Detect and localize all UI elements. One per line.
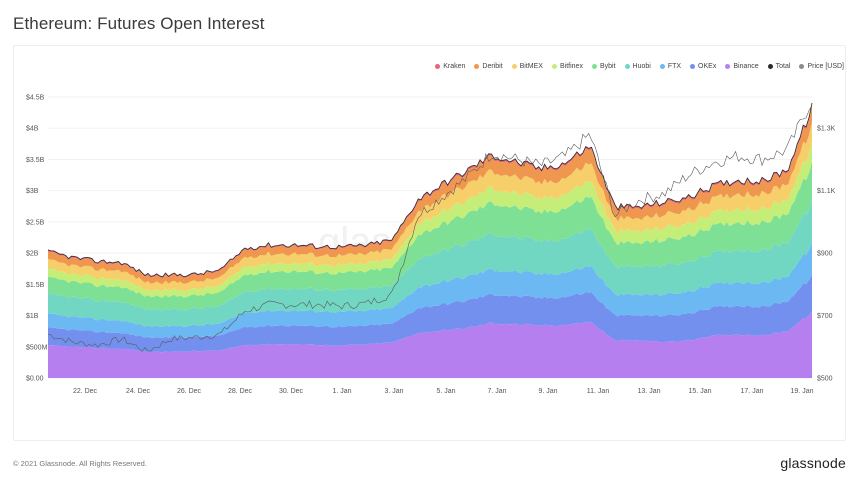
chart-legend: Kraken Deribit BitMEX Bitfinex Bybit Huobi FTX… [435, 63, 844, 70]
legend-item-kraken[interactable]: Kraken [435, 63, 465, 70]
x-tick-label: 22. Dec [73, 388, 98, 395]
glassnode-logo[interactable]: glassnode [780, 455, 846, 471]
area-huobi [48, 199, 812, 328]
legend-dot-icon [690, 64, 696, 69]
legend-dot-icon [591, 64, 597, 69]
legend-item-bitmex[interactable]: BitMEX [511, 63, 543, 70]
x-tick-label: 9. Jan [538, 388, 557, 395]
price-line [47, 105, 813, 352]
x-tick-label: 28. Dec [228, 388, 253, 395]
total-line [47, 102, 813, 278]
y-tick-label: $0.00 [26, 376, 44, 383]
legend-label: FTX [667, 63, 682, 70]
legend-label: BitMEX [519, 63, 543, 70]
y-tick-label: $2B [26, 251, 39, 258]
x-tick-label: 5. Jan [436, 388, 455, 395]
area-bitmex [48, 121, 812, 292]
legend-item-ftx[interactable]: FTX [659, 63, 682, 70]
area-okex [48, 274, 812, 353]
y-tick-label: $500M [26, 344, 48, 351]
x-tick-label: 1. Jan [332, 388, 351, 395]
page-title: Ethereum: Futures Open Interest [13, 14, 265, 33]
legend-dot-icon [551, 64, 557, 69]
y-tick-label: $4B [26, 126, 39, 133]
area-bybit [48, 161, 812, 311]
legend-dot-icon [659, 64, 665, 69]
y-tick-label: $1B [26, 313, 39, 320]
x-tick-label: 11. Jan [587, 388, 610, 395]
y-right-tick-label: $700 [817, 313, 833, 320]
x-tick-label: 30. Dec [279, 388, 304, 395]
y-right-tick-label: $500 [817, 376, 833, 383]
legend-item-okex[interactable]: OKEx [690, 63, 716, 70]
y-right-tick-label: $1.1K [817, 188, 836, 195]
x-tick-label: 26. Dec [177, 388, 202, 395]
y-tick-label: $1.5B [26, 282, 45, 289]
y-right-tick-label: $900 [817, 251, 833, 258]
area-deribit [48, 105, 812, 285]
legend-label: Price [USD] [807, 63, 844, 70]
legend-item-binance[interactable]: Binance [725, 63, 759, 70]
x-axis: 22. Dec 24. Dec 26. Dec 28. Dec 30. Dec 1. Ja… [73, 388, 814, 395]
series-lines [47, 102, 813, 352]
y-axis-right: $500 $700 $900 $1.1K $1.3K [817, 126, 836, 383]
y-tick-label: $3B [26, 188, 39, 195]
y-axis-left: $0.00 $500M $1B $1.5B $2B $2.5B $3B $3.5B $4B $4.… [26, 95, 48, 383]
x-tick-label: 3. Jan [384, 388, 403, 395]
legend-dot-icon [435, 64, 441, 69]
legend-label: Binance [733, 63, 759, 70]
legend-item-bybit[interactable]: Bybit [591, 63, 616, 70]
legend-dot-icon [725, 64, 731, 69]
legend-label: Huobi [632, 63, 651, 70]
x-tick-label: 24. Dec [126, 388, 151, 395]
legend-label: Kraken [443, 63, 466, 70]
stacked-areas [48, 103, 812, 378]
x-tick-label: 13. Jan [638, 388, 661, 395]
legend-dot-icon [767, 64, 773, 69]
x-tick-label: 15. Jan [689, 388, 712, 395]
legend-item-huobi[interactable]: Huobi [624, 63, 651, 70]
legend-item-price-usd[interactable]: Price [USD] [799, 63, 844, 70]
legend-item-bitfinex[interactable]: Bitfinex [551, 63, 583, 70]
legend-item-total[interactable]: Total [767, 63, 791, 70]
y-tick-label: $4.5B [26, 95, 45, 102]
y-tick-label: $3.5B [26, 157, 45, 164]
area-ftx [48, 242, 812, 339]
copyright-text: © 2021 Glassnode. All Rights Reserved. [13, 459, 147, 468]
legend-label: Bitfinex [559, 63, 583, 70]
legend-dot-icon [624, 64, 630, 69]
legend-dot-icon [474, 64, 480, 69]
legend-label: Total [775, 63, 791, 70]
area-binance [48, 311, 812, 378]
area-bitfinex [48, 142, 812, 298]
legend-label: Bybit [599, 63, 616, 70]
y-right-tick-label: $1.3K [817, 126, 836, 133]
x-tick-label: 17. Jan [741, 388, 764, 395]
legend-dot-icon [799, 64, 805, 69]
legend-dot-icon [511, 64, 517, 69]
x-tick-label: 7. Jan [487, 388, 506, 395]
x-tick-label: 19. Jan [791, 388, 814, 395]
legend-label: Deribit [482, 63, 503, 70]
legend-label: OKEx [698, 63, 717, 70]
legend-item-deribit[interactable]: Deribit [474, 63, 503, 70]
y-tick-label: $2.5B [26, 219, 45, 226]
